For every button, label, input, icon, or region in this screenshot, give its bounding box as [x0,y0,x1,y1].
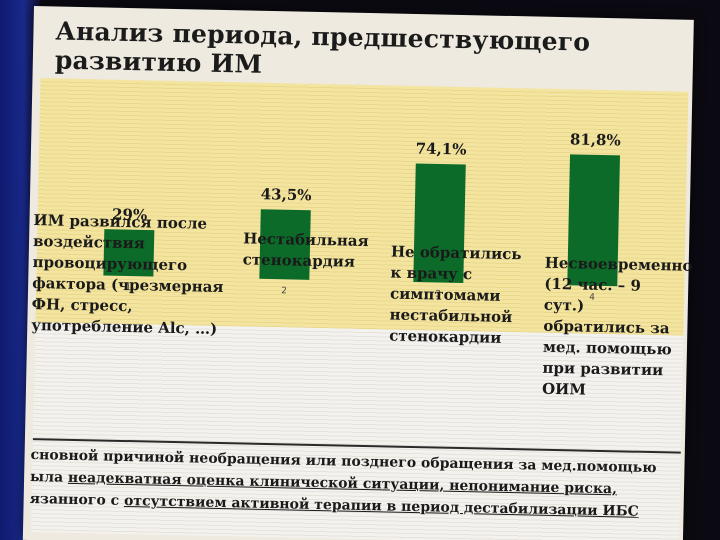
bar-4 [567,154,620,287]
conclusion-line-3-prefix: язанного с [29,491,125,509]
data-label-1: 29% [112,205,148,224]
category-label-1: ИМ развился после воздействия провоцирую… [31,211,224,338]
bar-2 [259,209,311,280]
category-label-4: Несвоевременно (12 час. – 9 сут.) обрати… [541,253,693,399]
data-label-4: 81,8% [570,130,621,149]
data-label-2: 43,5% [261,185,312,204]
category-label-3: Не обратились к врачу с симптомами неста… [388,242,522,347]
tick-label-3: 3 [435,289,441,299]
conclusion-line-2-prefix: ыла [29,469,69,486]
tick-label-2: 2 [281,286,287,296]
category-label-2: Нестабильная стенокардия [242,229,369,271]
data-label-3: 74,1% [416,139,467,158]
tick-label-4: 4 [589,293,595,303]
bar-1 [103,229,155,277]
bar-3 [413,163,466,284]
slide: Анализ периода, предшествующего развитию… [22,6,694,540]
tick-label-1: 1 [125,283,131,293]
bar-chart: 29% 1 43,5% 2 74,1% 3 81,8% 4 [103,130,621,303]
slide-title: Анализ периода, предшествующего развитию… [54,16,591,79]
conclusion-text: сновной причиной необращения или позднег… [29,444,680,524]
